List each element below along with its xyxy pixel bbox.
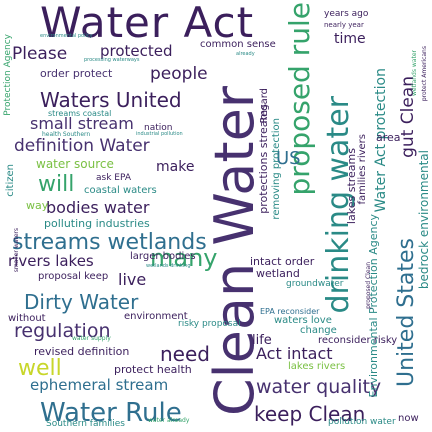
word-bedrock-environmental: bedrock environmental: [417, 150, 431, 290]
word-health-southern: health Southern: [42, 131, 91, 138]
word-waters-united: Waters United: [40, 88, 182, 112]
word-coastal-waters: coastal waters: [84, 185, 157, 196]
word-time: time: [334, 31, 366, 47]
word-proposal-keep: proposal keep: [38, 271, 109, 282]
word-small-stream: small stream: [30, 114, 134, 133]
word-epa-reconsider: EPA reconsider: [260, 307, 320, 316]
word-wetlands-drinking: wetlands drinking: [146, 263, 191, 269]
word-protected: protected: [100, 42, 173, 60]
word-ephemeral-stream: ephemeral stream: [30, 376, 169, 394]
word-united-states: United States: [394, 238, 419, 387]
word-protections-streams: protections streams: [257, 104, 270, 214]
word-wetland: wetland: [256, 267, 300, 280]
word-smaller-waters: smaller waters: [13, 228, 20, 273]
word-industrial-pollution: industrial pollution: [136, 131, 183, 137]
word-southern-families: Southern families: [46, 419, 125, 429]
word-live: live: [118, 270, 147, 289]
word-polluting-industries: polluting industries: [44, 217, 150, 230]
word-will: will: [38, 172, 75, 197]
word-many: many: [150, 244, 218, 272]
word-waters-love: waters love: [274, 315, 332, 326]
word-without: without: [8, 313, 46, 324]
word-please: Please: [12, 44, 68, 64]
word-water-already: water already: [148, 417, 190, 424]
word-way: way: [26, 199, 49, 212]
word-streams-wetlands: streams wetlands: [12, 230, 207, 255]
word-bodies-water: bodies water: [46, 198, 150, 217]
word-revised-definition: revised definition: [34, 345, 130, 358]
word-life: life: [252, 333, 272, 348]
word-lakes-streams: lakes streams: [345, 148, 358, 225]
word-order-protect: order protect: [40, 67, 113, 80]
word-reconsider-risky: reconsider risky: [318, 335, 398, 346]
word-families-rivers: families rivers: [357, 134, 368, 205]
word-protect-americans: protect Americans: [421, 46, 428, 102]
word-water-act: Water Act: [40, 0, 255, 47]
word-already: already: [236, 51, 255, 57]
word-larger-bodies: larger bodies: [130, 251, 196, 262]
word-streams-coastal: streams coastal: [48, 109, 112, 118]
word-need: need: [160, 342, 210, 366]
word-make: make: [156, 159, 195, 175]
word-now: now: [398, 413, 419, 424]
word-water-source: water source: [36, 157, 114, 171]
word-keep-clean: keep Clean: [254, 402, 366, 426]
word-removing-protection: removing protection: [271, 118, 282, 220]
word-environmental-policy: environmental policy: [40, 33, 93, 39]
word-water-rule: Water Rule: [40, 398, 182, 428]
word-dirty-water: Dirty Water: [24, 290, 139, 314]
word-citizen: citizen: [5, 164, 16, 197]
word-wetlands-water: wetlands water: [411, 50, 418, 97]
word-pollution-water: pollution water: [328, 417, 396, 427]
word-groundwater: groundwater: [286, 279, 344, 289]
word-well: well: [18, 356, 62, 381]
word-processing-waterways: processing waterways: [84, 57, 140, 63]
word-proposed-clean: proposed Clean: [365, 262, 372, 309]
word-act-intact: Act intact: [256, 344, 333, 363]
word-risky-proposal: risky proposal: [178, 319, 241, 329]
word-protect-health: protect health: [114, 363, 192, 376]
word-water-supply: water supply: [72, 335, 111, 342]
word-us: US: [276, 148, 301, 169]
word-area: area: [376, 131, 401, 144]
word-ask-epa: ask EPA: [96, 173, 131, 183]
word-people: people: [150, 64, 208, 84]
word-intact-order: intact order: [250, 255, 315, 268]
word-change: change: [300, 325, 337, 336]
word-years-ago: years ago: [324, 9, 369, 19]
word-definition-water: definition Water: [14, 136, 150, 156]
word-water-quality: water quality: [256, 376, 382, 398]
word-nearly-year: nearly year: [324, 21, 364, 29]
word-environment: environment: [124, 311, 188, 322]
word-common-sense: common sense: [200, 39, 276, 50]
word-protection-agency: Protection Agency: [3, 34, 13, 116]
word-rivers-lakes: rivers lakes: [8, 252, 94, 270]
word-regulation: regulation: [14, 320, 111, 342]
word-nation: nation: [144, 123, 173, 133]
word-lakes-rivers: lakes rivers: [288, 361, 346, 372]
